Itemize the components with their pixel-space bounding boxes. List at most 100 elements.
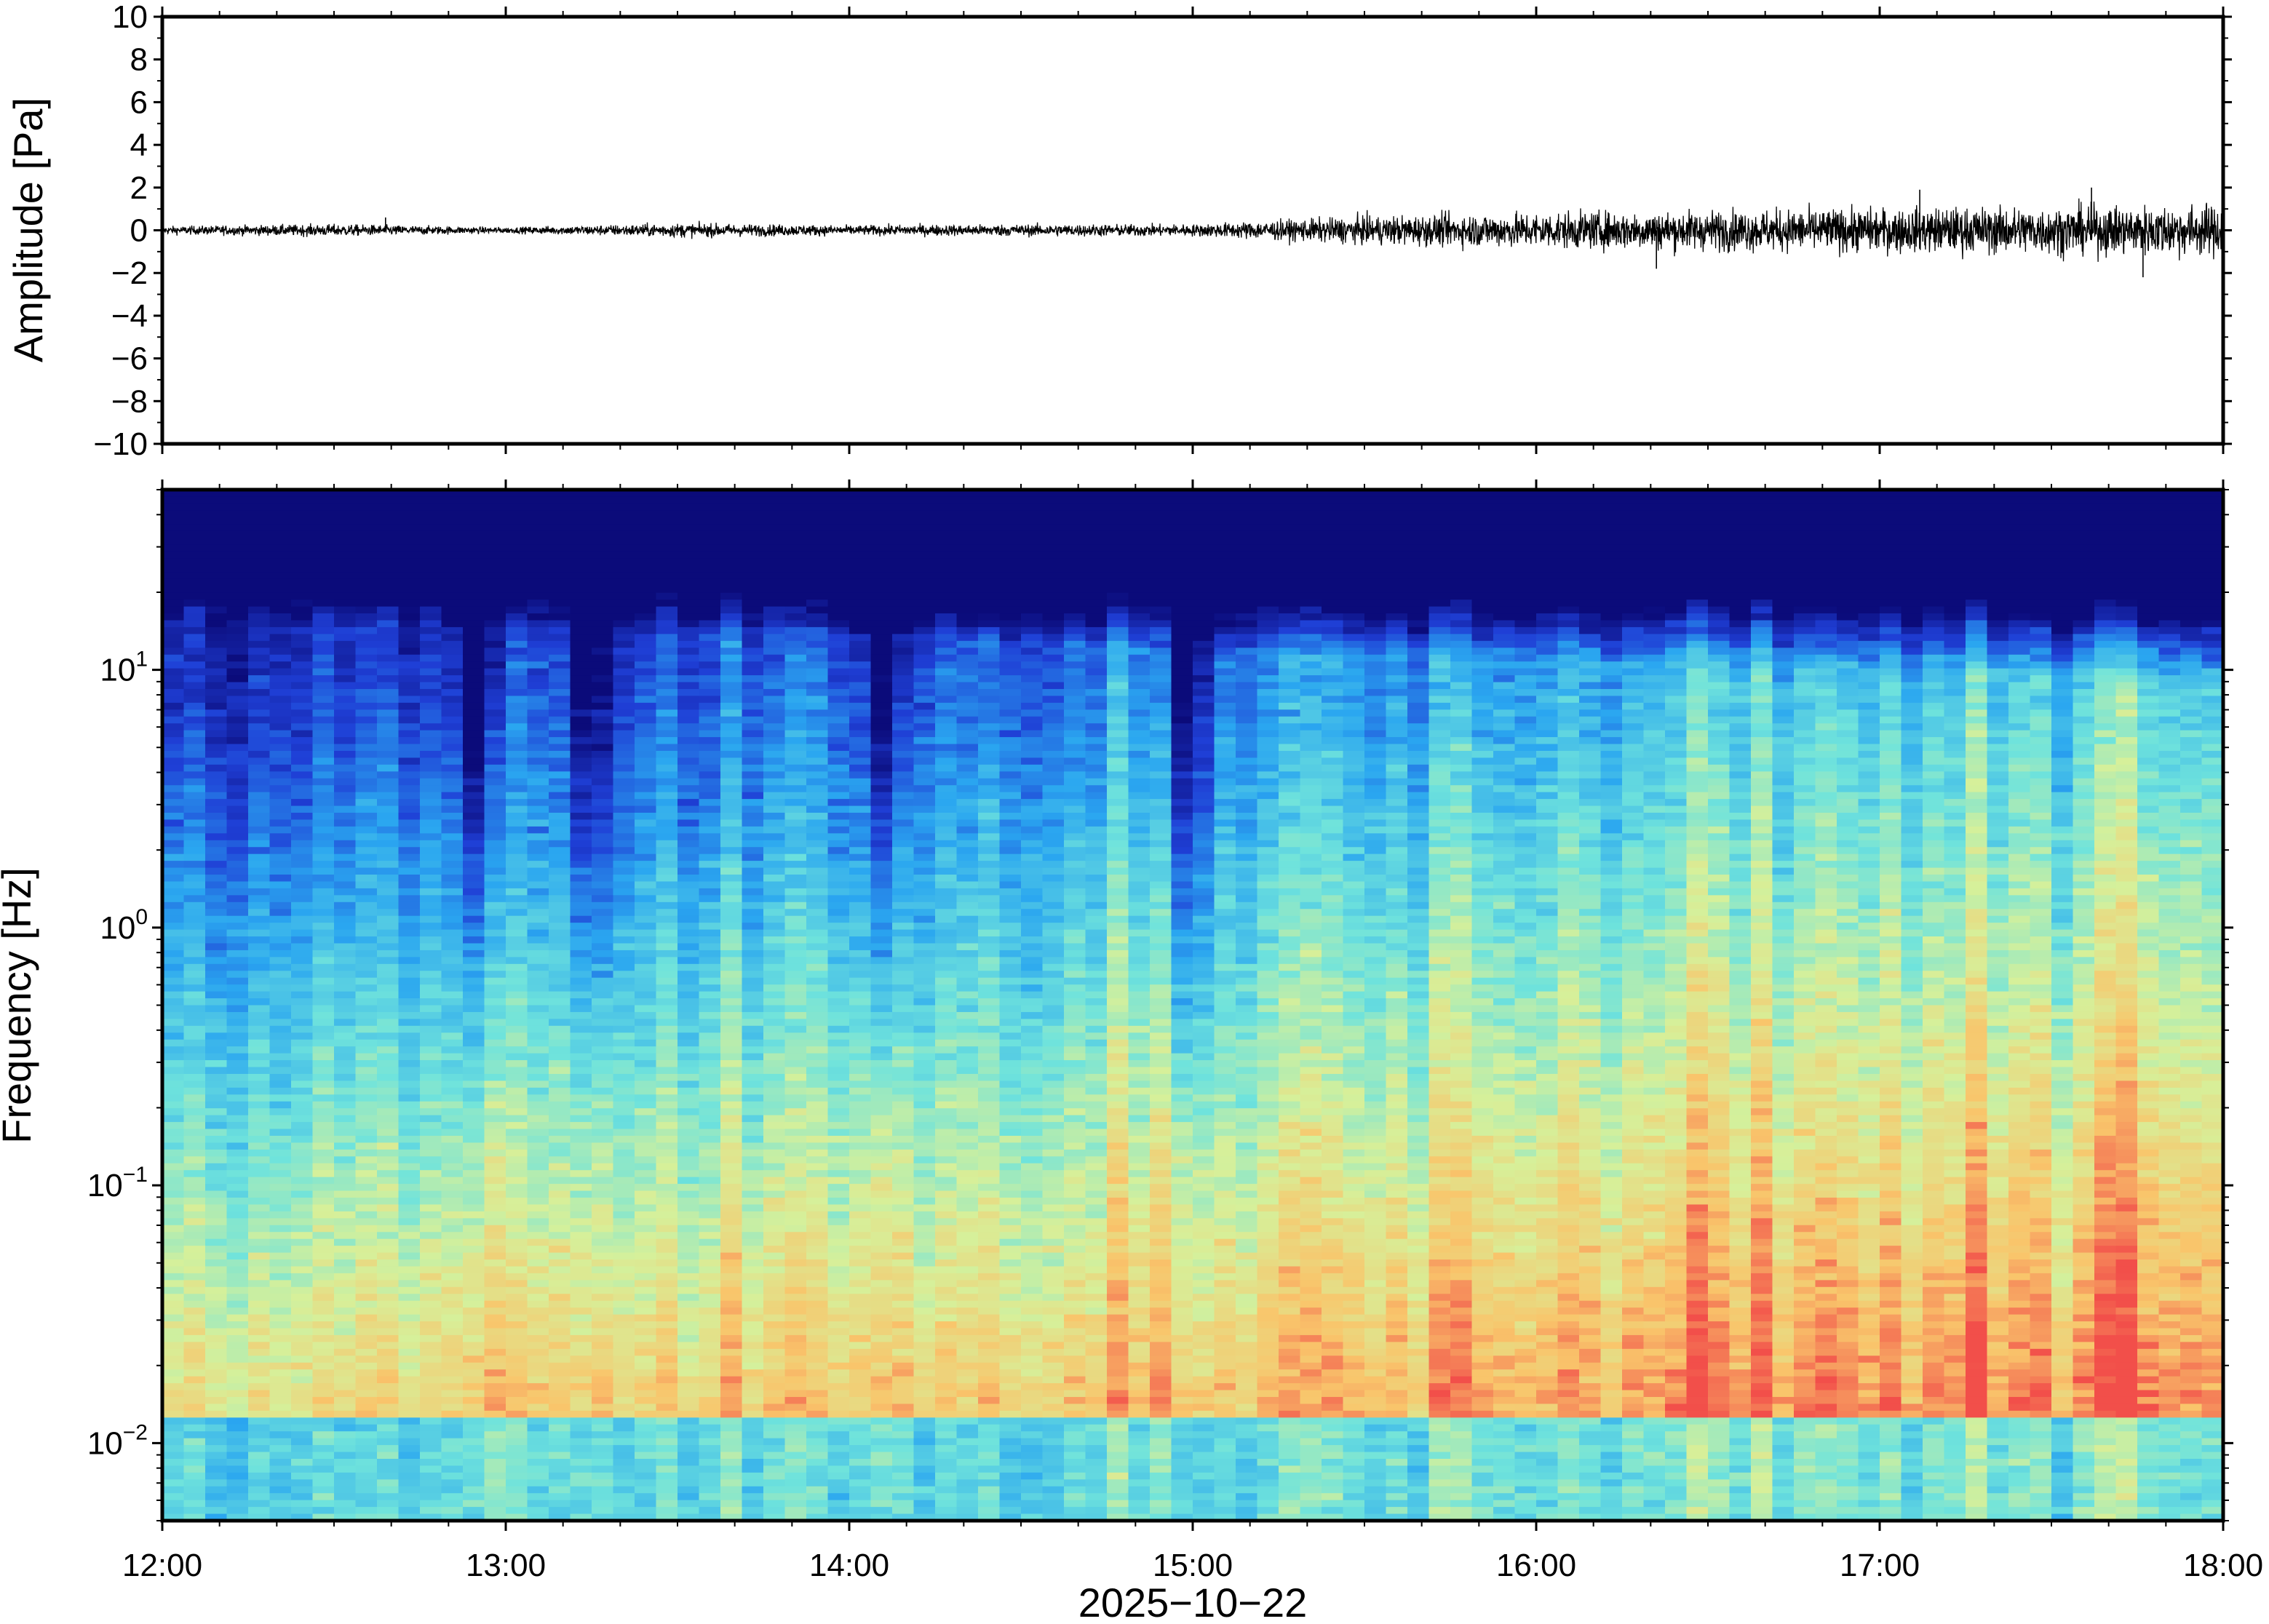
spectrogram-cell [613,606,635,614]
spectrogram-cell [849,702,872,710]
spectrogram-cell [849,648,872,656]
spectrogram-cell [312,517,335,525]
spectrogram-cell [763,861,786,869]
spectrogram-cell [763,1259,786,1267]
spectrogram-cell [205,792,228,800]
spectrogram-cell [420,1383,442,1391]
spectrogram-cell [377,572,400,580]
spectrogram-cell [720,1019,743,1027]
spectrogram-cell [291,840,314,848]
spectrogram-cell [205,1046,228,1054]
spectrogram-cell [849,812,872,821]
spectrogram-cell [592,1032,614,1040]
spectrogram-cell [226,586,249,594]
spectrogram-cell [506,1390,528,1398]
spectrogram-cell [420,957,442,965]
spectrogram-cell [226,1011,249,1019]
spectrogram-cell [291,578,314,586]
spectrogram-cell [720,957,743,965]
spectrogram-cell [398,805,421,813]
spectrogram-cell [269,1156,292,1164]
spectrogram-cell [377,1431,400,1439]
spectrogram-cell [355,1294,378,1302]
spectrogram-cell [183,826,206,834]
spectrogram-cell [183,1039,206,1047]
spectrogram-cell [463,861,485,869]
spectrogram-cell [506,799,528,807]
spectrogram-cell [484,1122,506,1130]
spectrogram-cell [742,881,764,889]
spectrogram-cell [420,565,442,573]
spectrogram-cell [269,1149,292,1157]
spectrogram-cell [763,1211,786,1219]
spectrogram-cell [806,1238,829,1246]
spectrogram-cell [355,971,378,979]
spectrogram-cell [355,785,378,793]
spectrogram-cell [420,1300,442,1308]
spectrogram-cell [484,764,506,772]
spectrogram-cell [806,1424,829,1432]
spectrogram-cell [312,792,335,800]
spectrogram-cell [742,1328,764,1336]
spectrogram-cell [763,1404,786,1412]
spectrogram-cell [613,909,635,917]
spectrogram-cell [763,819,786,827]
spectrogram-cell [763,1149,786,1157]
spectrogram-cell [162,1334,185,1342]
spectrogram-cell [656,1218,678,1226]
spectrogram-cell [806,963,829,971]
spectrogram-cell [635,1493,657,1501]
spectrogram-cell [441,984,464,992]
spectrogram-cell [398,1493,421,1501]
spectrogram-cell [677,1080,700,1088]
spectrogram-cell [463,1225,485,1233]
spectrogram-cell [334,1500,357,1508]
spectrogram-cell [784,524,807,532]
spectrogram-cell [656,1342,678,1350]
spectrogram-cell [827,1300,850,1308]
spectrogram-cell [784,1135,807,1144]
spectrogram-cell [334,572,357,580]
spectrogram-cell [635,819,657,827]
spectrogram-cell [334,833,357,841]
spectrogram-cell [806,730,829,738]
spectrogram-cell [355,578,378,586]
spectrogram-cell [656,950,678,958]
spectrogram-cell [334,1094,357,1102]
spectrogram-cell [763,1163,786,1171]
spectrogram-cell [248,1142,271,1150]
spectrogram-cell [312,826,335,834]
spectrogram-cell [398,1087,421,1095]
spectrogram-cell [570,1005,592,1013]
spectrogram-cell [656,805,678,813]
spectrogram-cell [592,1273,614,1281]
spectrogram-cell [742,634,764,642]
spectrogram-cell [269,957,292,965]
spectrogram-cell [484,923,506,931]
spectrogram-cell [827,812,850,821]
spectrogram-cell [334,1458,357,1467]
spectrogram-cell [248,578,271,586]
spectrogram-cell [334,1362,357,1370]
spectrogram-cell [677,929,700,937]
spectrogram-cell [312,1225,335,1233]
spectrogram-cell [699,1273,721,1281]
spectrogram-cell [506,1149,528,1157]
spectrogram-cell [699,696,721,704]
spectrogram-cell [699,572,721,580]
spectrogram-cell [699,1149,721,1157]
spectrogram-cell [334,963,357,971]
spectrogram-cell [334,1252,357,1260]
spectrogram-cell [677,1307,700,1315]
spectrogram-cell [763,929,786,937]
spectrogram-cell [355,929,378,937]
spectrogram-cell [549,592,571,600]
spectrogram-cell [441,1348,464,1356]
spectrogram-cell [162,558,185,566]
spectrogram-cell [656,744,678,752]
spectrogram-cell [592,950,614,958]
spectrogram-cell [269,1493,292,1501]
spectrogram-cell [269,654,292,662]
spectrogram-cell [635,867,657,875]
spectrogram-cell [827,661,850,669]
